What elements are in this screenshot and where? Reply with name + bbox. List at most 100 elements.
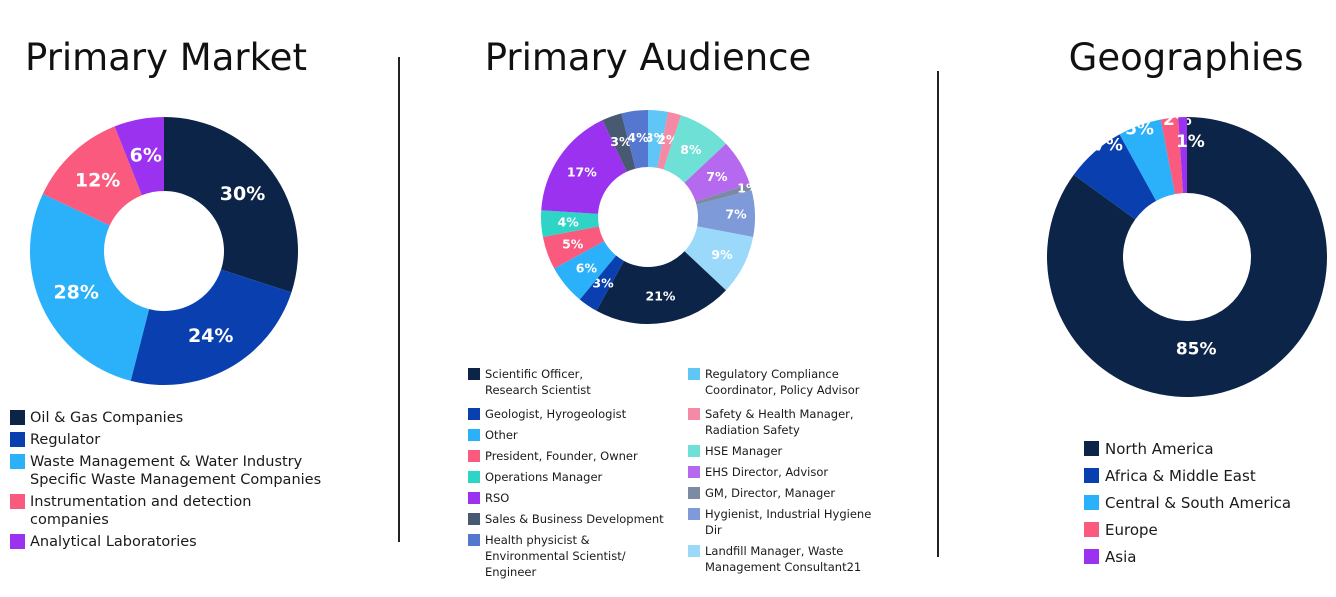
audience-legend-right-item-3: EHS Director, Advisor — [688, 464, 888, 480]
donut1-slice-4 — [114, 117, 164, 196]
audience-legend-right-item-6: Landfill Manager, Waste Management Consu… — [688, 543, 888, 575]
primary-audience-title: Primary Audience — [484, 36, 812, 79]
audience-legend-left-item-2: Other — [468, 427, 673, 443]
audience-legend-left-swatch-3 — [468, 450, 480, 462]
audience-legend-left-swatch-1 — [468, 408, 480, 420]
geo-legend-item-2: Central & South America — [1084, 494, 1324, 513]
market-legend-item-4: Analytical Laboratories — [10, 533, 340, 551]
audience-legend-left-label-6: Sales & Business Development — [485, 512, 664, 526]
donut1-label-3: 12% — [75, 169, 120, 191]
divider-right — [937, 71, 939, 557]
donut2-label-13: 3% — [610, 134, 632, 149]
donut2-label-6: 9% — [711, 247, 733, 262]
audience-legend-left-item-4: Operations Manager — [468, 469, 673, 485]
donut3-slice-4 — [1178, 117, 1187, 194]
audience-legend-left-item-0: Scientific Officer, Research Scientist — [468, 366, 673, 398]
donut3-label-4: 1% — [1176, 132, 1205, 152]
donut2-label-0: 3% — [645, 130, 667, 145]
audience-legend-right-label-1: Safety & Health Manager, Radiation Safet… — [705, 407, 854, 437]
donut1-slice-0 — [164, 117, 298, 293]
audience-legend-left-swatch-2 — [468, 429, 480, 441]
market-legend-swatch-2 — [10, 454, 25, 469]
primary-market-legend: Oil & Gas Companies Regulator Waste Manage… — [10, 409, 340, 555]
audience-legend-left-label-0: Scientific Officer, Research Scientist — [485, 367, 591, 397]
geo-legend-item-1: Africa & Middle East — [1084, 467, 1324, 486]
donut2-slice-9 — [554, 241, 617, 300]
market-legend-swatch-4 — [10, 534, 25, 549]
divider-left — [398, 57, 400, 542]
donut2-slice-11 — [541, 210, 599, 238]
donut2-label-3: 7% — [706, 169, 728, 184]
donut1-label-2: 28% — [53, 281, 98, 303]
donut3-slice-3 — [1160, 117, 1183, 195]
donut2-slice-5 — [696, 190, 755, 238]
audience-legend-right-item-1: Safety & Health Manager, Radiation Safet… — [688, 406, 888, 438]
market-legend-label-4: Analytical Laboratories — [30, 534, 197, 550]
audience-legend-left-swatch-6 — [468, 513, 480, 525]
market-legend-item-0: Oil & Gas Companies — [10, 409, 340, 427]
donut2-slice-8 — [579, 255, 624, 311]
market-legend-label-1: Regulator — [30, 432, 101, 448]
audience-legend-right-swatch-0 — [688, 368, 700, 380]
geographies-title: Geographies — [1068, 36, 1304, 79]
audience-legend-left-item-5: RSO — [468, 490, 673, 506]
donut1-label-4: 6% — [130, 145, 162, 167]
donut3-label-2: 5% — [1125, 119, 1154, 139]
donut2-slice-12 — [541, 120, 627, 214]
geo-legend-item-3: Europe — [1084, 521, 1324, 540]
geo-legend-label-2: Central & South America — [1105, 494, 1292, 512]
geo-legend-swatch-3 — [1084, 522, 1099, 537]
audience-legend-right-item-0: Regulatory Compliance Coordinator, Polic… — [688, 366, 888, 398]
market-legend-swatch-1 — [10, 432, 25, 447]
audience-legend-right-label-2: HSE Manager — [705, 444, 783, 458]
audience-legend-left-label-7: Health physicist & Environmental Scienti… — [485, 533, 626, 579]
geo-legend-label-3: Europe — [1105, 521, 1158, 539]
donut2-slice-3 — [684, 143, 750, 202]
donut2-label-9: 6% — [576, 261, 598, 276]
audience-legend-left-swatch-7 — [468, 534, 480, 546]
geographies-legend: North America Africa & Middle East Central… — [1084, 440, 1324, 575]
geo-legend-label-0: North America — [1105, 440, 1214, 458]
market-legend-item-2: Waste Management & Water Industry Specif… — [10, 453, 340, 489]
donut1-slice-3 — [42, 126, 142, 226]
donut2-label-10: 5% — [562, 237, 584, 252]
audience-legend-left-item-6: Sales & Business Development — [468, 511, 673, 527]
donut2-label-2: 8% — [680, 142, 702, 157]
donut3-label-3: 2% — [1163, 110, 1192, 130]
donut2-label-14: 4% — [627, 130, 649, 145]
audience-legend-left-label-3: President, Founder, Owner — [485, 449, 638, 463]
donut3-slice-0 — [1047, 117, 1327, 397]
donut2-slice-2 — [663, 115, 726, 183]
audience-legend-left-swatch-0 — [468, 368, 480, 380]
audience-legend-right-swatch-3 — [688, 466, 700, 478]
audience-legend-right-label-4: GM, Director, Manager — [705, 486, 836, 500]
audience-legend-right-swatch-2 — [688, 445, 700, 457]
audience-legend-right-swatch-5 — [688, 508, 700, 520]
audience-legend-right-swatch-4 — [688, 487, 700, 499]
donut3-slice-2 — [1119, 119, 1176, 201]
geo-legend-swatch-1 — [1084, 468, 1099, 483]
audience-legend-right-label-6: Landfill Manager, Waste Management Consu… — [705, 544, 862, 574]
geo-legend-item-4: Asia — [1084, 548, 1324, 567]
geo-legend-swatch-0 — [1084, 441, 1099, 456]
market-legend-label-3: Instrumentation and detection companies — [30, 494, 252, 528]
audience-legend-left-label-1: Geologist, Hyrogeologist — [485, 407, 627, 421]
donut1-label-0: 30% — [220, 183, 265, 205]
market-legend-swatch-0 — [10, 410, 25, 425]
geo-legend-label-1: Africa & Middle East — [1105, 467, 1256, 485]
donut2-slice-0 — [648, 110, 669, 168]
donut2-label-8: 3% — [592, 276, 614, 291]
audience-legend-left-item-1: Geologist, Hyrogeologist — [468, 406, 673, 422]
audience-legend-right-label-3: EHS Director, Advisor — [705, 465, 829, 479]
audience-legend-right-item-4: GM, Director, Manager — [688, 485, 888, 501]
donut3-slice-1 — [1073, 134, 1157, 220]
market-legend-label-0: Oil & Gas Companies — [30, 410, 184, 426]
market-legend-swatch-3 — [10, 494, 25, 509]
donut2-slice-14 — [621, 110, 648, 169]
primary-audience-legend-right: Regulatory Compliance Coordinator, Polic… — [688, 366, 888, 575]
donut2-slice-10 — [542, 226, 605, 269]
market-legend-item-1: Regulator — [10, 431, 340, 449]
donut1-label-1: 24% — [188, 325, 233, 347]
audience-legend-right-label-5: Hygienist, Industrial Hygiene Dir — [705, 507, 872, 537]
